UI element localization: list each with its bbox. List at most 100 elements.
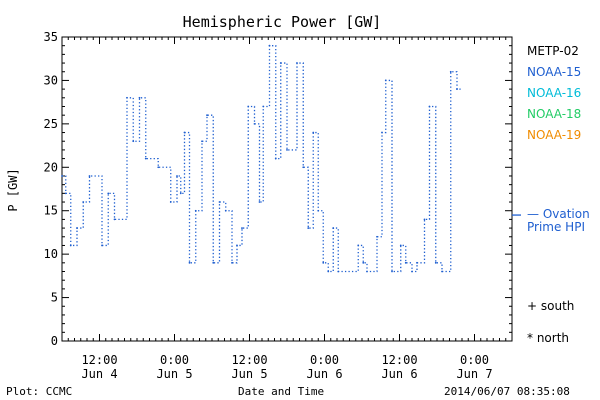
x-tick-time-label: 0:00: [460, 353, 489, 367]
ovation-dash: —: [527, 207, 543, 221]
data-point: [179, 192, 182, 195]
legend-item-metp-02: METP-02: [527, 44, 579, 58]
data-point: [357, 244, 360, 247]
data-point: [279, 62, 282, 64]
data-point: [69, 244, 72, 247]
data-point: [411, 270, 413, 273]
x-tick-time-label: 0:00: [160, 353, 189, 367]
footer-timestamp: 2014/06/07 08:35:08: [444, 385, 570, 398]
data-point: [381, 131, 383, 134]
data-point: [247, 105, 250, 108]
y-tick-label: 20: [44, 160, 58, 174]
y-axis-label: P [GW]: [6, 168, 20, 211]
y-tick-label: 15: [44, 204, 58, 218]
y-tick-label: 30: [44, 73, 58, 87]
data-point: [138, 96, 141, 99]
y-tick-label: 25: [44, 117, 58, 131]
data-point: [206, 114, 208, 117]
x-tick-date-label: Jun 7: [456, 367, 492, 381]
data-point: [268, 44, 271, 47]
data-point: [449, 70, 452, 73]
data-point: [416, 261, 418, 264]
x-tick-time-label: 12:00: [381, 353, 417, 367]
x-tick-time-label: 12:00: [231, 353, 267, 367]
data-point: [64, 192, 67, 195]
data-point: [107, 192, 110, 195]
data-point: [144, 157, 147, 160]
data-point: [322, 261, 325, 264]
data-point: [399, 244, 402, 247]
data-point: [441, 270, 443, 273]
data-point: [253, 122, 256, 125]
data-point: [224, 209, 227, 212]
data-point: [212, 261, 215, 264]
x-tick-date-label: Jun 6: [381, 367, 417, 381]
footer-plot-credit: Plot: CCMC: [6, 385, 73, 398]
data-point: [201, 140, 203, 143]
data-point: [362, 261, 365, 264]
data-point: [428, 105, 431, 108]
ovation-label-line2: Prime HPI: [527, 220, 585, 234]
data-point: [88, 175, 91, 177]
y-tick-label: 0: [51, 334, 58, 348]
data-point: [258, 201, 261, 203]
data-point: [312, 131, 315, 134]
ovation-label-line1: Ovation: [542, 207, 590, 221]
data-point: [126, 96, 128, 99]
x-tick-date-label: Jun 5: [156, 367, 192, 381]
data-point: [391, 270, 393, 273]
y-tick-label: 10: [44, 247, 58, 261]
data-point: [262, 105, 265, 108]
data-point: [423, 218, 426, 221]
legend-item-noaa-18: NOAA-18: [527, 107, 582, 121]
data-point: [176, 175, 178, 177]
x-tick-date-label: Jun 5: [231, 367, 267, 381]
data-point: [307, 227, 310, 229]
data-point: [456, 88, 458, 91]
data-point: [183, 131, 186, 134]
data-point: [231, 261, 233, 264]
series-layer: [61, 44, 462, 273]
data-point: [404, 261, 407, 264]
data-point: [82, 201, 85, 203]
legend-item-noaa-19: NOAA-19: [527, 128, 582, 142]
data-point: [366, 270, 368, 273]
data-point: [113, 218, 116, 221]
data-point: [101, 244, 103, 247]
data-point: [286, 149, 288, 151]
x-tick-time-label: 12:00: [81, 353, 117, 367]
data-point: [76, 227, 78, 229]
data-point: [241, 227, 243, 229]
legend-item-noaa-15: NOAA-15: [527, 65, 582, 79]
data-point: [332, 227, 335, 229]
data-point: [434, 261, 437, 264]
north-marker-label: * north: [527, 331, 570, 345]
x-tick-date-label: Jun 6: [306, 367, 342, 381]
south-marker-label: + south: [527, 299, 575, 313]
ovation-label: — Ovation: [527, 207, 590, 221]
y-axis: 0 5 10 15 20 25 30 35: [44, 30, 512, 348]
data-point: [132, 140, 135, 143]
data-point: [274, 157, 277, 160]
data-point: [327, 270, 330, 273]
data-point: [61, 175, 63, 177]
data-point: [194, 209, 197, 212]
data-point: [317, 209, 320, 212]
data-point: [337, 270, 340, 273]
data-point: [236, 244, 238, 247]
plot-frame: [61, 36, 513, 342]
data-point: [296, 62, 298, 64]
chart-title: Hemispheric Power [GW]: [183, 13, 382, 31]
data-point: [169, 201, 172, 203]
data-point: [157, 166, 160, 169]
y-tick-label: 5: [51, 291, 58, 305]
y-tick-label: 35: [44, 30, 58, 44]
data-point: [384, 79, 387, 82]
x-tick-date-label: Jun 4: [81, 367, 117, 381]
footer-x-label: Date and Time: [238, 385, 325, 398]
data-point: [188, 261, 191, 264]
legend-item-noaa-16: NOAA-16: [527, 86, 582, 100]
x-tick-time-label: 0:00: [310, 353, 339, 367]
